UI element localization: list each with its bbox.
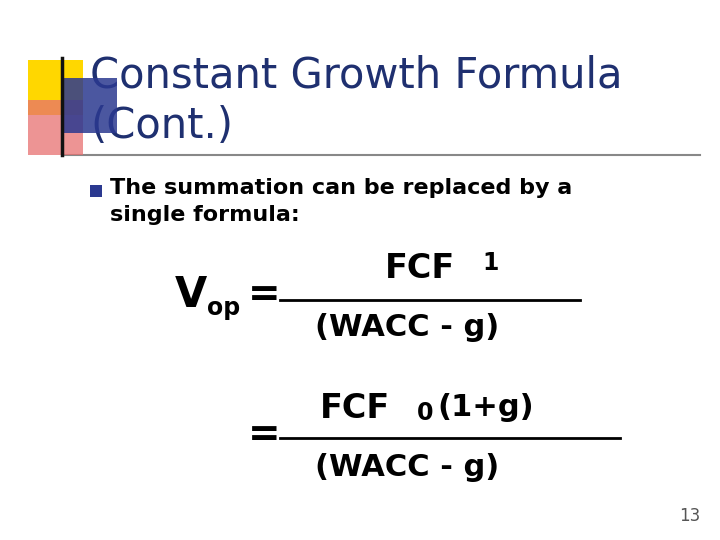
Text: 0: 0 <box>417 401 433 425</box>
Text: FCF: FCF <box>320 392 390 424</box>
Text: 13: 13 <box>679 507 700 525</box>
FancyBboxPatch shape <box>90 185 102 197</box>
Text: single formula:: single formula: <box>110 205 300 225</box>
Text: FCF: FCF <box>385 252 455 285</box>
Text: =: = <box>248 416 281 454</box>
Text: op: op <box>207 296 240 320</box>
FancyBboxPatch shape <box>28 60 83 115</box>
Text: (WACC - g): (WACC - g) <box>315 314 499 342</box>
Text: =: = <box>248 276 281 314</box>
Text: (1+g): (1+g) <box>437 394 534 422</box>
Text: The summation can be replaced by a: The summation can be replaced by a <box>110 178 572 198</box>
Text: (Cont.): (Cont.) <box>90 105 233 147</box>
Text: (WACC - g): (WACC - g) <box>315 453 499 482</box>
Text: V: V <box>175 274 207 316</box>
Text: Constant Growth Formula: Constant Growth Formula <box>90 55 623 97</box>
FancyBboxPatch shape <box>28 100 83 155</box>
FancyBboxPatch shape <box>62 78 117 133</box>
Text: 1: 1 <box>482 251 498 275</box>
